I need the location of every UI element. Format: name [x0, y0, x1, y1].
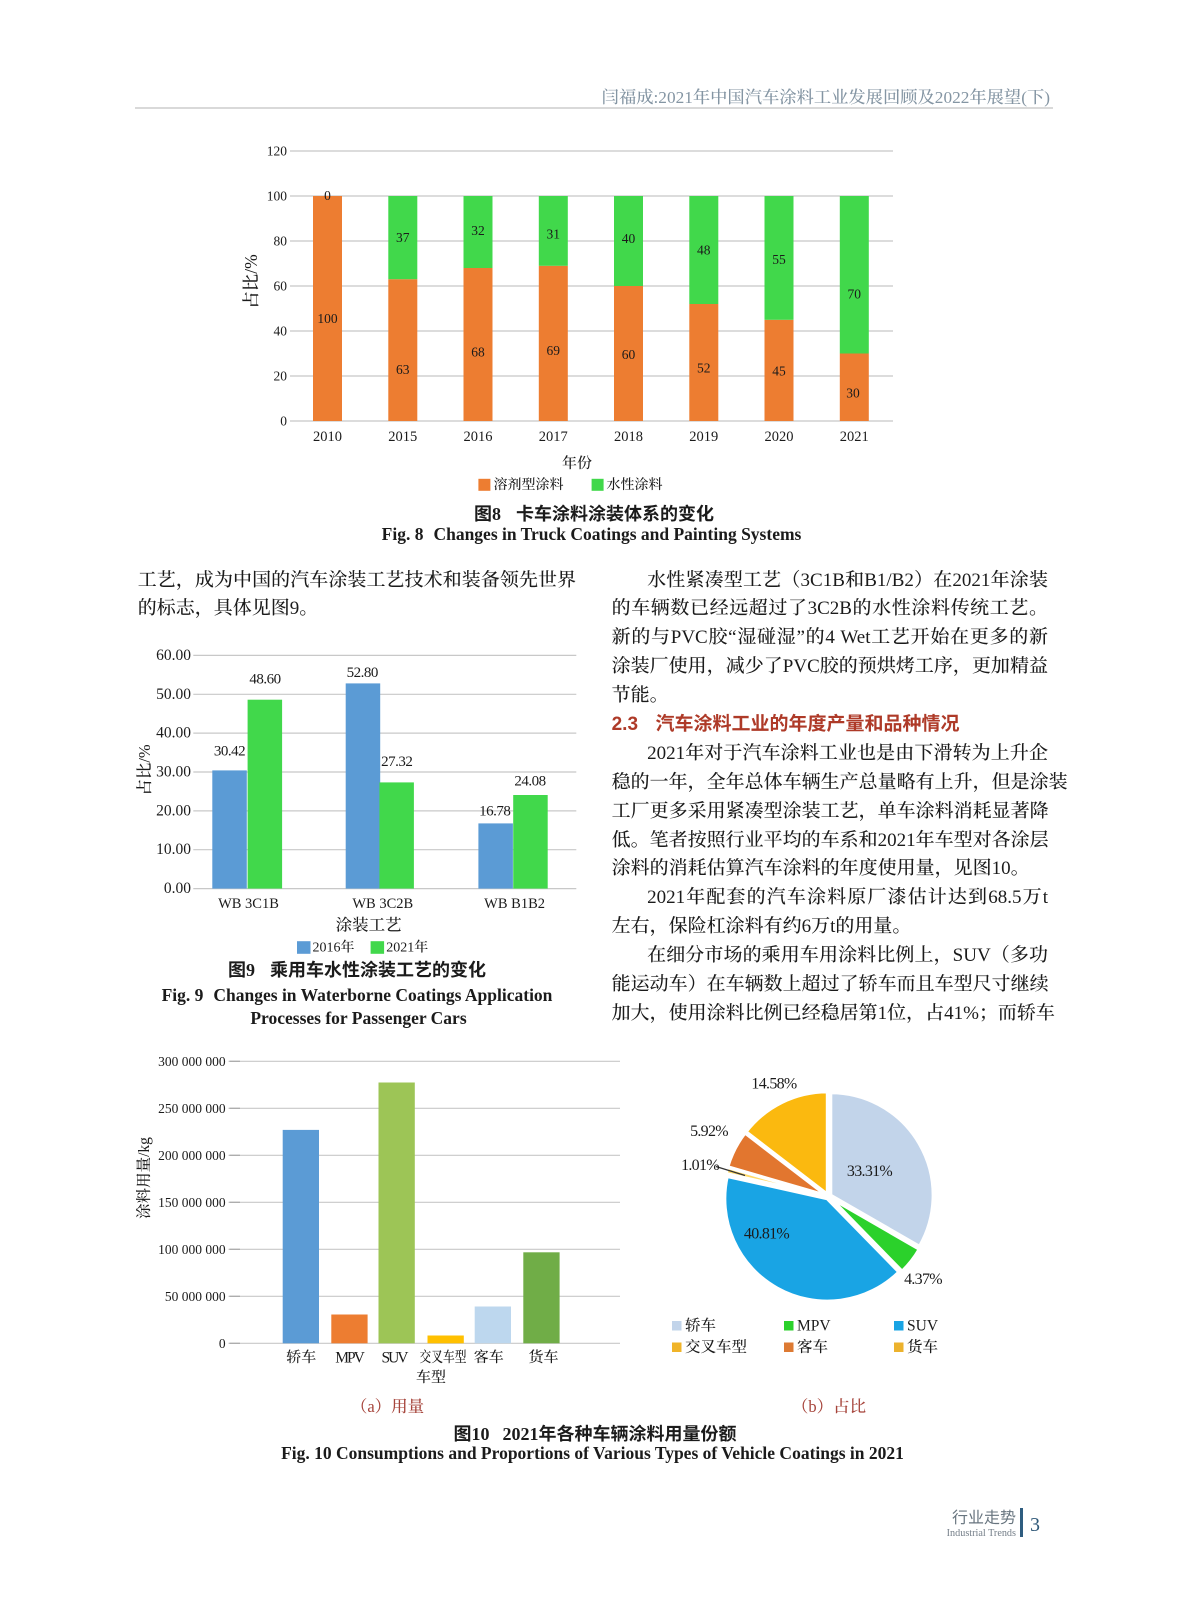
svg-text:60: 60 [622, 347, 636, 362]
svg-text:69: 69 [547, 343, 561, 358]
svg-text:年份: 年份 [562, 455, 592, 472]
svg-text:涂料用量/kg: 涂料用量/kg [135, 1137, 153, 1219]
svg-text:2019: 2019 [689, 429, 718, 445]
svg-text:货车: 货车 [907, 1338, 938, 1356]
svg-text:100: 100 [267, 189, 288, 204]
svg-text:溶剂型涂料: 溶剂型涂料 [494, 477, 564, 493]
svg-text:100 000 000: 100 000 000 [158, 1242, 226, 1257]
svg-text:2017: 2017 [539, 429, 568, 445]
svg-text:WB 3C1B: WB 3C1B [218, 896, 279, 912]
svg-text:20: 20 [274, 369, 288, 384]
svg-text:50.00: 50.00 [156, 686, 191, 703]
svg-text:33.31%: 33.31% [847, 1163, 893, 1180]
svg-text:52: 52 [697, 360, 711, 375]
svg-text:31: 31 [547, 227, 561, 242]
svg-text:交叉车型: 交叉车型 [420, 1349, 467, 1366]
svg-text:40: 40 [622, 231, 636, 246]
svg-text:150 000 000: 150 000 000 [158, 1195, 226, 1210]
svg-text:客车: 客车 [474, 1349, 504, 1366]
svg-text:200 000 000: 200 000 000 [158, 1148, 226, 1163]
svg-text:MPV: MPV [797, 1318, 831, 1335]
svg-text:48: 48 [697, 243, 711, 258]
svg-text:30: 30 [846, 386, 860, 401]
svg-text:0: 0 [324, 188, 331, 203]
svg-text:48.60: 48.60 [249, 671, 280, 687]
svg-text:300 000 000: 300 000 000 [158, 1054, 226, 1069]
svg-text:55: 55 [772, 252, 786, 267]
svg-text:2016年: 2016年 [313, 939, 355, 955]
svg-text:2021年: 2021年 [386, 939, 428, 955]
svg-text:16.78: 16.78 [479, 803, 510, 819]
svg-text:30.42: 30.42 [214, 743, 245, 759]
svg-text:轿车: 轿车 [685, 1317, 716, 1335]
svg-text:WB B1B2: WB B1B2 [484, 896, 545, 912]
svg-text:100: 100 [317, 311, 338, 326]
svg-text:37: 37 [396, 230, 410, 245]
svg-text:50 000 000: 50 000 000 [165, 1289, 226, 1304]
svg-text:60.00: 60.00 [156, 647, 191, 664]
svg-text:交叉车型: 交叉车型 [685, 1338, 747, 1356]
svg-text:32: 32 [471, 223, 485, 238]
svg-text:20.00: 20.00 [156, 802, 191, 819]
svg-text:24.08: 24.08 [514, 774, 545, 790]
svg-text:27.32: 27.32 [381, 754, 412, 770]
svg-text:0: 0 [280, 414, 287, 429]
svg-text:60: 60 [274, 279, 288, 294]
svg-text:68: 68 [471, 345, 485, 360]
svg-text:0.00: 0.00 [164, 880, 191, 897]
svg-text:2021: 2021 [840, 429, 869, 445]
svg-text:52.80: 52.80 [347, 665, 378, 681]
svg-text:占比/%: 占比/% [135, 744, 154, 796]
svg-text:4.37%: 4.37% [904, 1271, 942, 1288]
svg-text:5.92%: 5.92% [690, 1123, 728, 1140]
svg-text:涂装工艺: 涂装工艺 [336, 916, 402, 935]
svg-text:0: 0 [219, 1336, 226, 1351]
svg-text:30.00: 30.00 [156, 764, 191, 781]
svg-text:40.00: 40.00 [156, 725, 191, 742]
svg-text:2016: 2016 [464, 429, 493, 445]
svg-text:63: 63 [396, 362, 410, 377]
svg-text:轿车: 轿车 [286, 1349, 316, 1366]
svg-text:SUV: SUV [381, 1349, 409, 1366]
svg-text:14.58%: 14.58% [751, 1076, 797, 1093]
svg-text:2018: 2018 [614, 429, 643, 445]
svg-text:80: 80 [274, 234, 288, 249]
svg-text:10.00: 10.00 [156, 841, 191, 858]
svg-text:1.01%: 1.01% [681, 1157, 719, 1174]
svg-text:占比/%: 占比/% [241, 254, 261, 308]
svg-text:MPV: MPV [335, 1349, 365, 1366]
svg-text:WB 3C2B: WB 3C2B [352, 896, 413, 912]
svg-text:40: 40 [274, 324, 288, 339]
svg-text:45: 45 [772, 363, 786, 378]
svg-text:SUV: SUV [907, 1318, 939, 1335]
svg-text:客车: 客车 [797, 1338, 828, 1356]
svg-text:250 000 000: 250 000 000 [158, 1101, 226, 1116]
svg-text:2020: 2020 [765, 429, 794, 445]
svg-text:2010: 2010 [313, 429, 342, 445]
svg-text:货车: 货车 [528, 1349, 558, 1366]
svg-text:2015: 2015 [388, 429, 417, 445]
svg-text:40.81%: 40.81% [744, 1226, 790, 1243]
svg-text:120: 120 [267, 144, 288, 159]
svg-text:水性涂料: 水性涂料 [607, 477, 663, 493]
svg-text:车型: 车型 [416, 1369, 446, 1386]
svg-text:70: 70 [848, 287, 862, 302]
